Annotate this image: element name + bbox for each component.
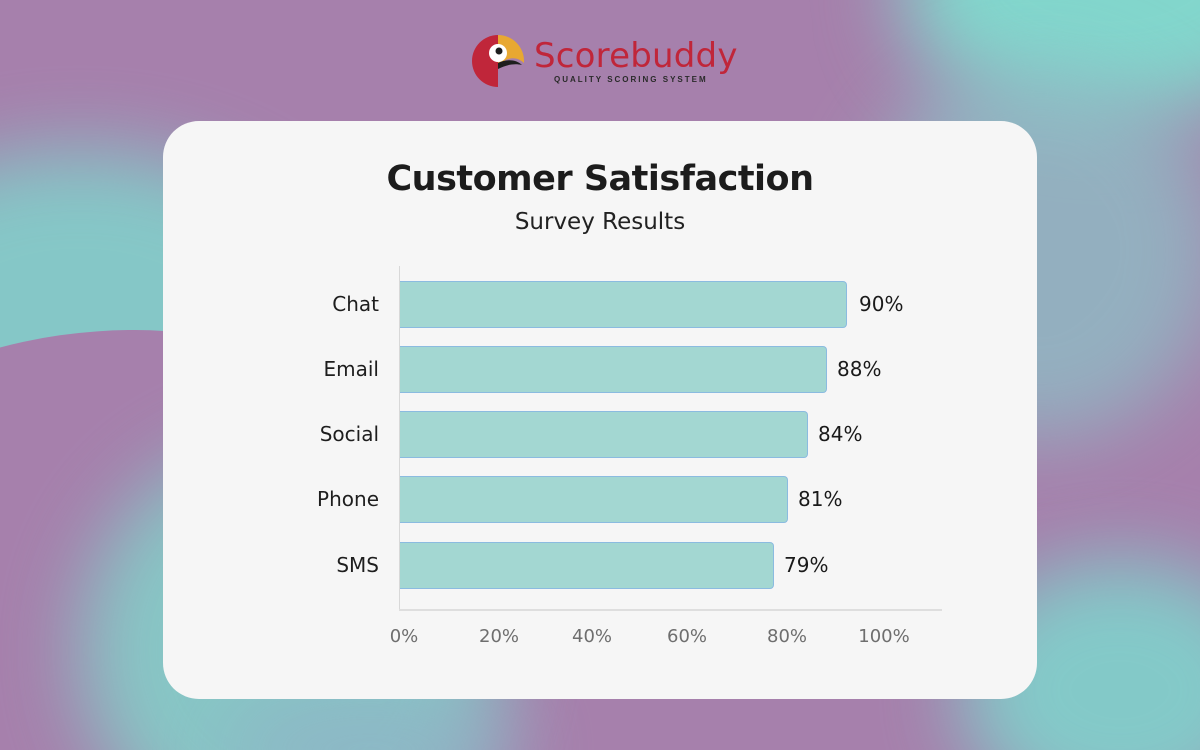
x-tick-label: 0% [389,626,419,647]
bar-row-chat: Chat 90% [163,281,1037,328]
parrot-logo-icon [472,35,524,87]
category-label: Phone [317,487,379,511]
value-label: 90% [859,292,904,316]
bar-chat [400,281,847,328]
x-tick-label: 80% [766,626,808,647]
x-axis-line [399,609,942,611]
value-label: 81% [798,487,843,511]
x-tick-label: 60% [666,626,708,647]
chart-card: Customer Satisfaction Survey Results Cha… [163,121,1037,699]
category-label: Email [323,357,380,381]
bar-row-sms: SMS 79% [163,542,1037,589]
bar-sms [400,542,774,589]
bar-phone [400,476,788,523]
y-axis-line [399,266,400,611]
category-label: Social [319,422,379,446]
value-label: 79% [784,553,829,577]
brand-logo: Scorebuddy QUALITY SCORING SYSTEM [470,33,738,89]
brand-tagline: QUALITY SCORING SYSTEM [554,74,708,84]
chart-subtitle: Survey Results [514,209,686,235]
brand-name: Scorebuddy [534,35,738,76]
bar-email [400,346,827,393]
category-label: Chat [332,292,379,316]
value-label: 84% [818,422,863,446]
category-label: SMS [336,553,379,577]
x-tick-label: 40% [571,626,613,647]
chart-title: Customer Satisfaction [386,159,814,199]
bar-row-phone: Phone 81% [163,476,1037,523]
x-tick-label: 20% [478,626,520,647]
bar-social [400,411,808,458]
value-label: 88% [837,357,882,381]
x-tick-label: 100% [858,626,910,647]
bar-row-email: Email 88% [163,346,1037,393]
bar-row-social: Social 84% [163,411,1037,458]
